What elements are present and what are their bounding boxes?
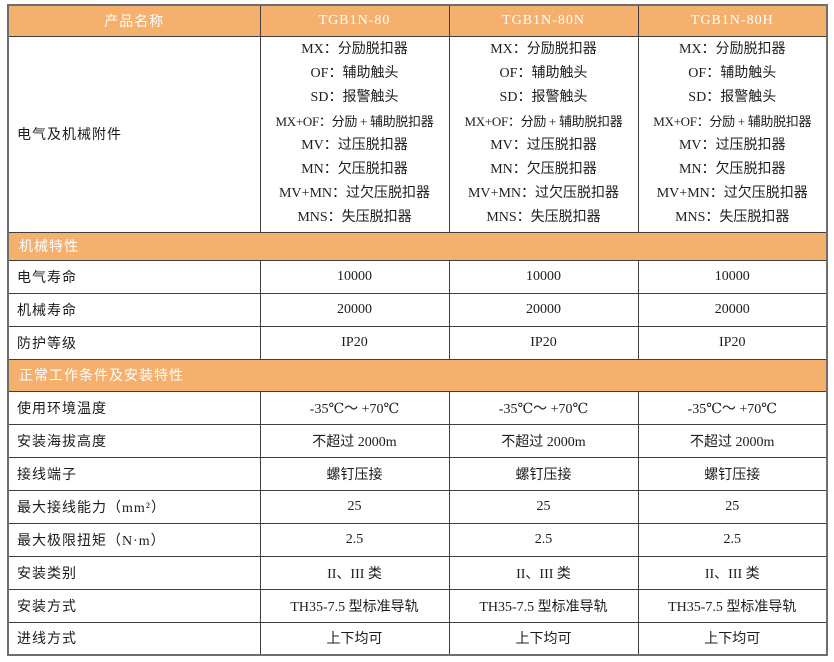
accessory-line: OF：辅助触头	[688, 66, 777, 81]
row-label: 使用环境温度	[7, 390, 261, 425]
cell-value: 20000	[259, 292, 450, 327]
cell-value: II、III 类	[637, 555, 828, 590]
table-header-row: 产品名称 TGB1N-80 TGB1N-80N TGB1N-80H	[7, 4, 828, 37]
accessory-line: MN：欠压脱扣器	[490, 162, 597, 177]
cell-value: TH35-7.5 型标准导轨	[448, 588, 639, 623]
product-spec-table: 产品名称 TGB1N-80 TGB1N-80N TGB1N-80H 电气及机械附…	[7, 4, 828, 656]
accessory-line: MX+OF：分励 + 辅助脱扣器	[653, 114, 812, 129]
cell-value: 25	[637, 489, 828, 524]
cell-value: 螺钉压接	[259, 456, 450, 491]
accessory-line: OF：辅助触头	[499, 66, 588, 81]
table-row-mechanical-life: 机械寿命 20000 20000 20000	[7, 292, 828, 327]
cell-value: -35℃～ +70℃	[448, 390, 639, 425]
accessories-row: 电气及机械附件 MX：分励脱扣器 OF：辅助触头 SD：报警触头 MX+OF：分…	[7, 35, 828, 233]
accessory-line: SD：报警触头	[499, 90, 588, 105]
accessory-line: OF：辅助触头	[310, 66, 399, 81]
cell-value: 不超过 2000m	[448, 423, 639, 458]
cell-value: IP20	[448, 325, 639, 360]
table-row-ambient-temperature: 使用环境温度 -35℃～ +70℃ -35℃～ +70℃ -35℃～ +70℃	[7, 390, 828, 425]
section-header-mechanical: 机械特性	[7, 231, 828, 261]
table-row-installation-method: 安装方式 TH35-7.5 型标准导轨 TH35-7.5 型标准导轨 TH35-…	[7, 588, 828, 623]
column-header-tgb1n-80: TGB1N-80	[259, 4, 450, 37]
accessory-line: SD：报警触头	[688, 90, 777, 105]
cell-value: 上下均可	[637, 621, 828, 656]
row-label: 进线方式	[7, 621, 261, 656]
table-row-installation-category: 安装类别 II、III 类 II、III 类 II、III 类	[7, 555, 828, 590]
table-row-max-torque: 最大极限扭矩（N·m） 2.5 2.5 2.5	[7, 522, 828, 557]
accessories-cell-tgb1n-80h: MX：分励脱扣器 OF：辅助触头 SD：报警触头 MX+OF：分励 + 辅助脱扣…	[637, 35, 828, 233]
cell-value: IP20	[637, 325, 828, 360]
accessory-line: MX：分励脱扣器	[490, 42, 597, 57]
cell-value: 螺钉压接	[448, 456, 639, 491]
table-row-protection-rating: 防护等级 IP20 IP20 IP20	[7, 325, 828, 360]
column-header-tgb1n-80n: TGB1N-80N	[448, 4, 639, 37]
accessory-line: MV+MN：过欠压脱扣器	[656, 186, 808, 201]
accessories-cell-tgb1n-80: MX：分励脱扣器 OF：辅助触头 SD：报警触头 MX+OF：分励 + 辅助脱扣…	[259, 35, 450, 233]
accessory-line: MNS：失压脱扣器	[675, 210, 790, 225]
cell-value: 25	[259, 489, 450, 524]
cell-value: -35℃～ +70℃	[637, 390, 828, 425]
accessory-line: MV：过压脱扣器	[301, 138, 408, 153]
accessory-line: MN：欠压脱扣器	[301, 162, 408, 177]
accessory-line: MX：分励脱扣器	[301, 42, 408, 57]
section-header-operating-conditions: 正常工作条件及安装特性	[7, 358, 828, 392]
cell-value: 10000	[259, 259, 450, 294]
accessory-line: MNS：失压脱扣器	[486, 210, 601, 225]
section-title: 机械特性	[7, 231, 828, 261]
accessory-line: MV：过压脱扣器	[678, 138, 786, 153]
accessory-line: MX：分励脱扣器	[678, 42, 786, 57]
row-label: 安装类别	[7, 555, 261, 590]
cell-value: TH35-7.5 型标准导轨	[259, 588, 450, 623]
product-name-header: 产品名称	[7, 4, 261, 37]
cell-value: -35℃～ +70℃	[259, 390, 450, 425]
cell-value: 2.5	[259, 522, 450, 557]
cell-value: II、III 类	[448, 555, 639, 590]
cell-value: 上下均可	[259, 621, 450, 656]
row-label: 机械寿命	[7, 292, 261, 327]
cell-value: 上下均可	[448, 621, 639, 656]
table-row-max-wiring-capacity: 最大接线能力（mm²） 25 25 25	[7, 489, 828, 524]
row-label: 防护等级	[7, 325, 261, 360]
cell-value: 10000	[448, 259, 639, 294]
accessory-line: MN：欠压脱扣器	[678, 162, 786, 177]
cell-value: 25	[448, 489, 639, 524]
cell-value: 螺钉压接	[637, 456, 828, 491]
row-label: 电气寿命	[7, 259, 261, 294]
cell-value: 不超过 2000m	[637, 423, 828, 458]
row-label: 最大接线能力（mm²）	[7, 489, 261, 524]
row-label: 安装海拔高度	[7, 423, 261, 458]
accessory-line: MX+OF：分励 + 辅助脱扣器	[275, 114, 434, 129]
cell-value: 不超过 2000m	[259, 423, 450, 458]
row-label: 接线端子	[7, 456, 261, 491]
accessory-line: SD：报警触头	[310, 90, 399, 105]
column-header-tgb1n-80h: TGB1N-80H	[637, 4, 828, 37]
cell-value: 2.5	[637, 522, 828, 557]
accessory-line: MX+OF：分励 + 辅助脱扣器	[464, 114, 623, 129]
cell-value: 20000	[637, 292, 828, 327]
accessory-line: MNS：失压脱扣器	[297, 210, 412, 225]
row-label: 安装方式	[7, 588, 261, 623]
accessory-line: MV：过压脱扣器	[490, 138, 597, 153]
table-row-installation-altitude: 安装海拔高度 不超过 2000m 不超过 2000m 不超过 2000m	[7, 423, 828, 458]
row-label: 最大极限扭矩（N·m）	[7, 522, 261, 557]
cell-value: TH35-7.5 型标准导轨	[637, 588, 828, 623]
cell-value: 10000	[637, 259, 828, 294]
table-row-wiring-terminal: 接线端子 螺钉压接 螺钉压接 螺钉压接	[7, 456, 828, 491]
accessory-line: MV+MN：过欠压脱扣器	[467, 186, 619, 201]
row-label-accessories: 电气及机械附件	[7, 35, 261, 233]
cell-value: IP20	[259, 325, 450, 360]
cell-value: 20000	[448, 292, 639, 327]
table-row-incoming-line-method: 进线方式 上下均可 上下均可 上下均可	[7, 621, 828, 656]
accessories-cell-tgb1n-80n: MX：分励脱扣器 OF：辅助触头 SD：报警触头 MX+OF：分励 + 辅助脱扣…	[448, 35, 639, 233]
section-title: 正常工作条件及安装特性	[7, 358, 828, 392]
cell-value: 2.5	[448, 522, 639, 557]
cell-value: II、III 类	[259, 555, 450, 590]
table-row-electrical-life: 电气寿命 10000 10000 10000	[7, 259, 828, 294]
accessory-line: MV+MN：过欠压脱扣器	[278, 186, 430, 201]
